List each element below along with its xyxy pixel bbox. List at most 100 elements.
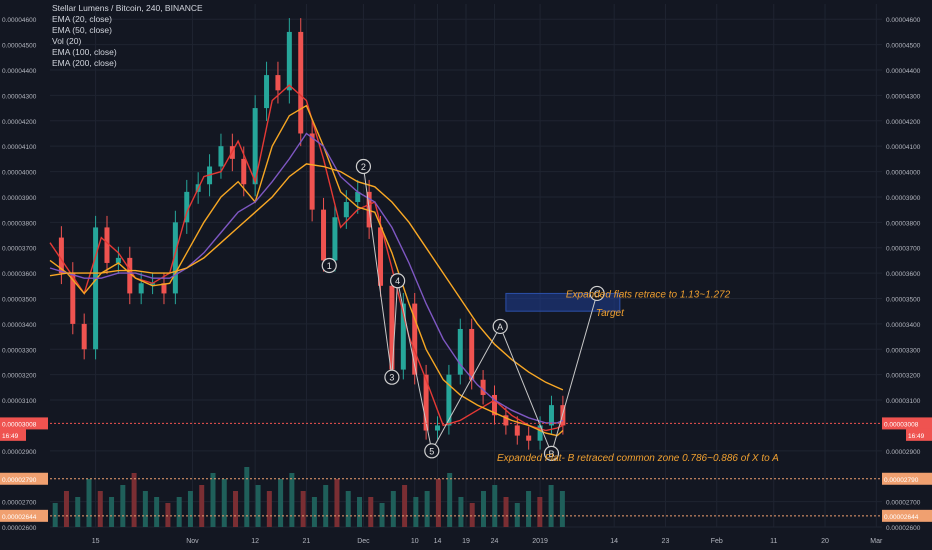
y-tick-label-left: 0.00002700	[2, 500, 37, 507]
y-tick-label-left: 0.00003200	[2, 373, 37, 380]
volume-bar	[255, 485, 261, 527]
candle-body	[400, 303, 406, 370]
legend-item-ema200: EMA (200, close)	[52, 58, 117, 68]
y-tick-label-right: 0.00004500	[886, 43, 921, 50]
wave-label-circle	[424, 443, 440, 459]
y-tick-label-right: 0.00003100	[886, 398, 921, 405]
level-a-right: 0.00002790	[884, 477, 919, 484]
volume-bar	[97, 491, 103, 527]
candle-body	[514, 425, 520, 436]
candle-body	[526, 435, 532, 441]
y-tick-label-right: 0.00003600	[886, 271, 921, 278]
volume-bar	[334, 479, 340, 527]
ema-line-1	[49, 104, 564, 437]
y-tick-label-left: 0.00004600	[2, 17, 37, 24]
wave-label-1: 1	[327, 261, 332, 271]
candle-body	[127, 257, 133, 294]
volume-bar	[526, 491, 532, 527]
candle-body	[184, 191, 190, 223]
volume-bar	[300, 491, 306, 527]
y-tick-label-right: 0.00002700	[886, 500, 921, 507]
volume-bar	[357, 497, 363, 527]
candle-body	[309, 133, 315, 210]
candle-body	[298, 31, 304, 134]
wave-label-circle	[390, 273, 406, 289]
wave-label-A: A	[497, 322, 503, 332]
level-b-right: 0.00002644	[884, 514, 919, 521]
y-tick-label-right: 0.00004600	[886, 17, 921, 24]
volume-bar	[131, 473, 137, 527]
candle-body	[412, 303, 418, 375]
volume-bar	[221, 479, 227, 527]
volume-bar	[142, 491, 148, 527]
y-tick-label-right: 0.00004400	[886, 68, 921, 75]
volume-bar	[435, 479, 441, 527]
candle-body	[172, 222, 178, 294]
volume-bar	[311, 497, 317, 527]
candle-body	[81, 323, 87, 350]
volume-bar	[187, 491, 193, 527]
level-a-left: 0.00002790	[2, 477, 37, 484]
candle-body	[332, 217, 338, 261]
chart-title: Stellar Lumens / Bitcoin, 240, BINANCE	[52, 3, 203, 13]
volume-bar	[75, 497, 81, 527]
y-tick-label-left: 0.00004000	[2, 170, 37, 177]
volume-bar	[63, 491, 69, 527]
current-price-right-bg	[882, 417, 932, 430]
volume-bar	[176, 497, 182, 527]
candle-body	[58, 237, 64, 274]
candle-body	[343, 202, 349, 218]
volume-bar	[165, 503, 171, 527]
y-tick-label-left: 0.00003800	[2, 220, 37, 227]
volume-bar	[424, 491, 430, 527]
volume-bar	[402, 485, 408, 527]
y-tick-label-right: 0.00002900	[886, 449, 921, 456]
candle-body	[161, 283, 167, 294]
candle-body	[469, 328, 475, 380]
candle-body	[446, 374, 452, 426]
candle-body	[138, 283, 144, 294]
candle-body	[264, 75, 270, 109]
volume-bar	[244, 467, 250, 527]
volume-bar	[492, 485, 498, 527]
candle-body	[378, 227, 384, 286]
candle-body	[389, 285, 395, 370]
y-tick-label-left: 0.00003600	[2, 271, 37, 278]
target-label: Target	[596, 308, 625, 319]
candle-body	[503, 415, 509, 426]
x-tick-label: 10	[411, 538, 419, 545]
current-price-left: 0.00003008	[2, 421, 37, 428]
volume-bar	[548, 485, 554, 527]
y-tick-label-left: 0.00004300	[2, 93, 37, 100]
y-tick-label-left: 0.00004200	[2, 119, 37, 126]
candle-body	[355, 191, 361, 203]
y-tick-label-right: 0.00003300	[886, 347, 921, 354]
level-b-right-bg	[882, 509, 932, 522]
x-tick-label: Mar	[870, 538, 883, 545]
b-annotation: Expanded Flat- B retraced common zone 0.…	[497, 453, 779, 464]
target-annotation: Expanded flats retrace to 1.13~1.272	[566, 289, 731, 300]
y-tick-label-left: 0.00002600	[2, 525, 37, 532]
x-tick-label: 11	[770, 538, 777, 545]
candle-body	[241, 158, 247, 185]
level-b-left-bg	[0, 509, 48, 522]
candle-body	[275, 75, 281, 91]
volume-bar	[154, 497, 160, 527]
volume-bar	[413, 497, 419, 527]
candle-body	[491, 394, 497, 416]
current-price-left-bg	[0, 417, 48, 430]
volume-bar	[390, 491, 396, 527]
current-time-left: 16:49	[2, 433, 19, 440]
current-time-left-bg	[0, 428, 26, 441]
candle-body	[104, 227, 110, 263]
y-tick-label-left: 0.00003900	[2, 195, 37, 202]
x-tick-label: 14	[610, 538, 618, 545]
x-tick-label: Nov	[186, 538, 199, 545]
volume-bar	[458, 497, 464, 527]
x-tick-label: 12	[251, 538, 259, 545]
y-tick-label-right: 0.00004200	[886, 119, 921, 126]
x-tick-label: 19	[462, 538, 470, 545]
y-tick-label-left: 0.00004500	[2, 43, 37, 50]
